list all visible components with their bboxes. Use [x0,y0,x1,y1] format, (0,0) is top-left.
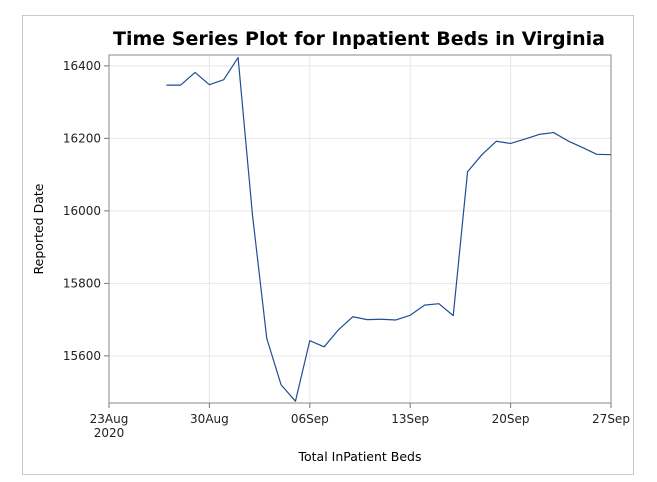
y-tick-label: 16200 [63,131,101,145]
x-tick-label: 06Sep [291,412,329,426]
y-tick-label: 16000 [63,204,101,218]
y-axis: 15600 15800 16000 16200 16400 [63,59,109,363]
y-tick-label: 15800 [63,276,101,290]
x-tick-label: 20Sep [492,412,530,426]
x-tick-label: 23Aug [90,412,129,426]
x-tick-label: 27Sep [592,412,630,426]
plot-area [108,54,612,404]
y-tick-label: 16400 [63,59,101,73]
x-axis-label: Total InPatient Beds [298,449,422,464]
x-tick-sublabel: 2020 [94,426,125,440]
chart-frame: Time Series Plot for Inpatient Beds in V… [22,15,634,475]
grid [108,55,612,403]
series-line [166,56,612,402]
y-axis-label: Reported Date [31,183,46,274]
x-tick-label: 30Aug [190,412,229,426]
line-chart: Time Series Plot for Inpatient Beds in V… [31,28,630,464]
series-layer [166,56,612,402]
y-tick-label: 15600 [63,349,101,363]
x-tick-label: 13Sep [391,412,429,426]
chart-title: Time Series Plot for Inpatient Beds in V… [113,28,605,50]
